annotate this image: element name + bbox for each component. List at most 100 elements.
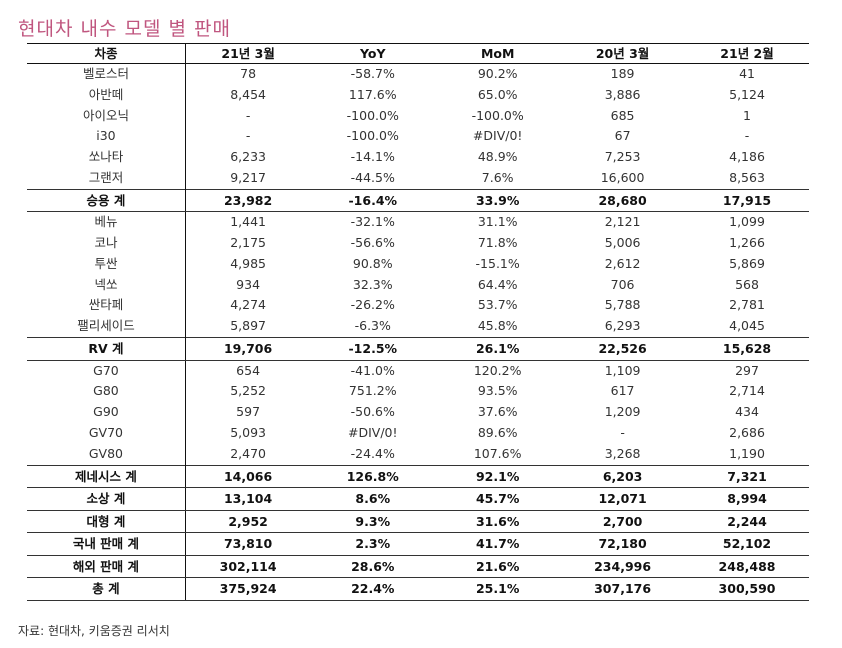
- cell-model: 아이오닉: [27, 105, 186, 127]
- cell-feb-21: 2,781: [729, 297, 765, 313]
- cell-mom: 93.5%: [477, 383, 518, 399]
- cell-mar-20: 7,253: [604, 149, 641, 165]
- table-total-row: 제네시스 계 14,066 126.8% 92.1% 6,203 7,321: [27, 464, 809, 489]
- cell-mar-21: 5,093: [230, 424, 266, 440]
- table-row: 벨로스터 78 -58.7% 90.2% 189 41: [27, 63, 809, 85]
- cell-model: 코나: [27, 233, 186, 254]
- cell-feb-21: 2,686: [729, 424, 765, 440]
- cell-model: 벨로스터: [27, 63, 186, 85]
- cell-mar-20: 2,612: [604, 255, 641, 271]
- cell-mom: 65.0%: [477, 86, 518, 102]
- cell-mar-20: 706: [610, 276, 635, 292]
- cell-mar-21: 73,810: [185, 532, 311, 556]
- table-row: 아반떼 8,454 117.6% 65.0% 3,886 5,124: [27, 84, 809, 106]
- cell-mom: #DIV/0!: [472, 128, 523, 144]
- cell-mar-21: 2,952: [185, 509, 311, 534]
- cell-mar-20: 685: [610, 107, 635, 123]
- table-total-row: 해외 판매 계 302,114 28.6% 21.6% 234,996 248,488: [27, 554, 809, 579]
- cell-mom: 7.6%: [481, 169, 514, 185]
- cell-mar-21: 4,985: [230, 255, 266, 271]
- cell-mar-21: 375,924: [185, 577, 311, 601]
- cell-feb-21: 15,628: [685, 337, 809, 361]
- cell-feb-21: 52,102: [685, 532, 809, 556]
- cell-model: 쏘나타: [27, 147, 186, 168]
- header-feb-21: 21년 2월: [720, 46, 774, 61]
- cell-feb-21: 7,321: [685, 464, 809, 489]
- cell-mar-21: 597: [236, 404, 261, 420]
- header-model: 차종: [27, 43, 186, 64]
- cell-mar-21: 78: [240, 66, 257, 81]
- cell-yoy: -100.0%: [346, 107, 399, 123]
- cell-mar-21: 2,175: [230, 235, 266, 251]
- cell-mom: 31.6%: [435, 509, 561, 534]
- cell-mom: 71.8%: [477, 235, 518, 251]
- cell-yoy: -100.0%: [346, 128, 399, 144]
- header-mar-21: 21년 3월: [221, 46, 275, 61]
- cell-mar-20: 617: [610, 383, 635, 399]
- cell-mom: 26.1%: [435, 337, 561, 361]
- table-row: 넥쏘 934 32.3% 64.4% 706 568: [27, 274, 809, 296]
- cell-mar-20: 22,526: [560, 337, 686, 361]
- cell-mar-21: 934: [236, 276, 261, 292]
- cell-feb-21: 434: [735, 404, 759, 420]
- cell-mar-21: 19,706: [185, 337, 311, 361]
- table-total-row: 승용 계 23,982 -16.4% 33.9% 28,680 17,915: [27, 188, 809, 213]
- cell-feb-21: 2,244: [685, 509, 809, 534]
- cell-model: 제네시스 계: [27, 464, 186, 489]
- cell-yoy: -6.3%: [354, 318, 391, 334]
- cell-yoy: 28.6%: [310, 554, 436, 579]
- cell-model: 소상 계: [27, 487, 186, 511]
- table-row: G90 597 -50.6% 37.6% 1,209 434: [27, 402, 809, 423]
- cell-model: G80: [27, 381, 186, 403]
- cell-model: 그랜저: [27, 167, 186, 190]
- cell-mom: 107.6%: [473, 445, 522, 461]
- table-row: i30 - -100.0% #DIV/0! 67 -: [27, 126, 809, 148]
- cell-mar-21: 9,217: [230, 169, 266, 185]
- cell-yoy: 126.8%: [310, 464, 436, 489]
- table-total-row: 소상 계 13,104 8.6% 45.7% 12,071 8,994: [27, 487, 809, 511]
- cell-model: G90: [27, 402, 186, 423]
- cell-mom: 89.6%: [477, 424, 518, 440]
- cell-model: 넥쏘: [27, 274, 186, 296]
- cell-feb-21: 1,266: [729, 235, 765, 251]
- cell-feb-21: 4,045: [729, 318, 765, 334]
- cell-feb-21: 2,714: [729, 383, 765, 399]
- cell-yoy: -41.0%: [350, 362, 395, 378]
- cell-mar-21: 23,982: [185, 188, 311, 213]
- cell-mom: 64.4%: [477, 276, 518, 292]
- cell-mar-20: 6,293: [604, 318, 641, 334]
- table-row: 그랜저 9,217 -44.5% 7.6% 16,600 8,563: [27, 167, 809, 190]
- cell-model: 싼타페: [27, 295, 186, 317]
- cell-mar-21: 654: [236, 362, 261, 378]
- cell-mar-21: 13,104: [185, 487, 311, 511]
- cell-yoy: #DIV/0!: [348, 424, 398, 440]
- table-total-row: 총 계 375,924 22.4% 25.1% 307,176 300,590: [27, 577, 809, 601]
- cell-yoy: -44.5%: [350, 169, 395, 185]
- cell-mom: 31.1%: [477, 214, 518, 230]
- cell-mom: 33.9%: [435, 188, 561, 213]
- cell-feb-21: 248,488: [685, 554, 809, 579]
- cell-mar-21: -: [245, 128, 251, 144]
- cell-feb-21: 1: [743, 107, 751, 123]
- sales-table: 차종 21년 3월 YoY MoM 20년 3월 21년 2월 벨로스터 78 -5…: [27, 43, 809, 601]
- header-mar-20: 20년 3월: [595, 46, 650, 61]
- source-note: 자료: 현대차, 키움증권 리서치: [18, 624, 170, 638]
- table-row: GV70 5,093 #DIV/0! 89.6% - 2,686: [27, 422, 809, 444]
- cell-yoy: -50.6%: [350, 404, 395, 420]
- table-header-row: 차종 21년 3월 YoY MoM 20년 3월 21년 2월: [27, 43, 809, 64]
- table-total-row: 대형 계 2,952 9.3% 31.6% 2,700 2,244: [27, 509, 809, 534]
- cell-mar-20: 3,268: [604, 445, 641, 461]
- cell-feb-21: 297: [735, 362, 759, 378]
- cell-model: 국내 판매 계: [27, 532, 186, 556]
- table-row: G80 5,252 751.2% 93.5% 617 2,714: [27, 381, 809, 403]
- cell-mar-21: 1,441: [230, 214, 266, 230]
- cell-feb-21: 4,186: [729, 149, 765, 165]
- table-total-row: RV 계 19,706 -12.5% 26.1% 22,526 15,628: [27, 337, 809, 361]
- cell-yoy: -24.4%: [350, 445, 395, 461]
- table-row: 팰리세이드 5,897 -6.3% 45.8% 6,293 4,045: [27, 316, 809, 338]
- table-row: G70 654 -41.0% 120.2% 1,109 297: [27, 360, 809, 382]
- cell-mar-20: 72,180: [560, 532, 686, 556]
- cell-mar-21: 14,066: [185, 464, 311, 489]
- cell-mar-20: 6,203: [560, 464, 686, 489]
- cell-mom: 25.1%: [435, 577, 561, 601]
